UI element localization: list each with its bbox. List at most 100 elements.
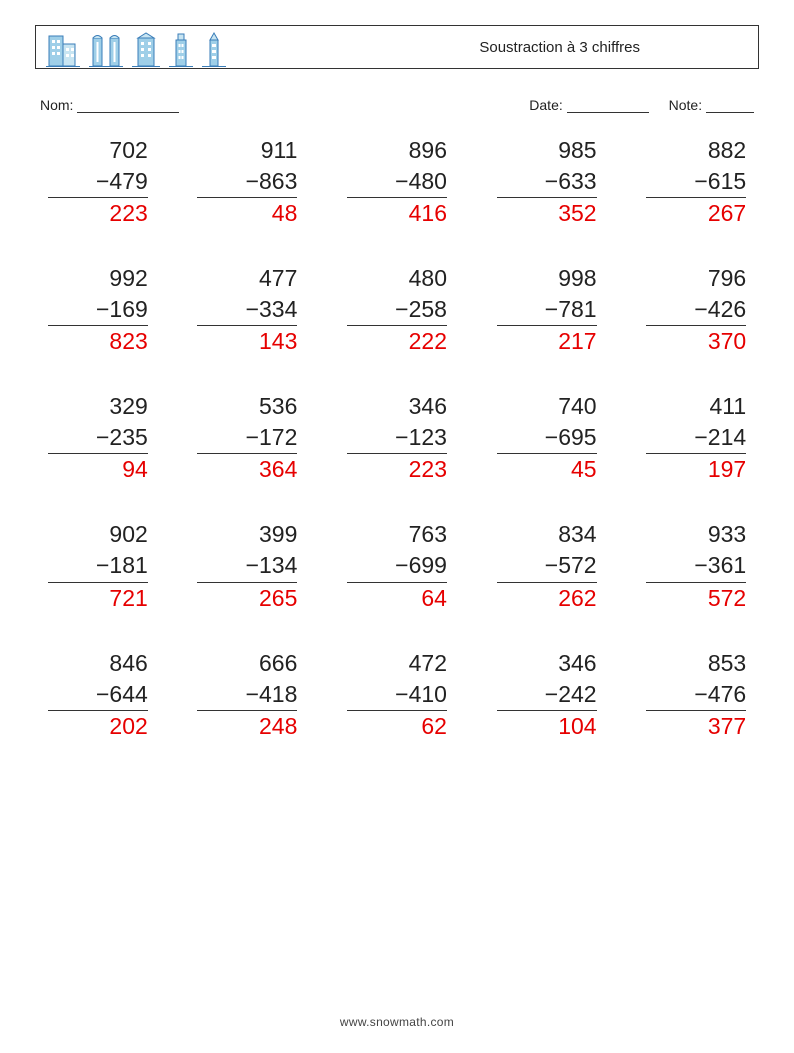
answer: 262 [497,583,597,614]
subtrahend: −695 [497,422,597,454]
subtrahend: −633 [497,166,597,198]
subtraction-problem: 472−41062 [347,648,447,742]
subtraction-problem: 998−781217 [497,263,597,357]
minuend: 666 [197,648,297,679]
subtrahend: −258 [347,294,447,326]
answer: 416 [347,198,447,229]
worksheet-title: Soustraction à 3 chiffres [479,39,740,56]
building-icon [202,32,226,68]
building-icons-row [46,26,226,68]
answer: 248 [197,711,297,742]
worksheet-page: Soustraction à 3 chiffres Nom: Date: Not… [0,0,794,1053]
subtraction-problem: 846−644202 [48,648,148,742]
answer: 143 [197,326,297,357]
subtrahend: −181 [48,550,148,582]
subtrahend: −863 [197,166,297,198]
subtraction-problem: 399−134265 [197,519,297,613]
subtraction-problem: 536−172364 [197,391,297,485]
footer-url: www.snowmath.com [0,1015,794,1029]
minuend: 472 [347,648,447,679]
subtraction-problem: 702−479223 [48,135,148,229]
answer: 45 [497,454,597,485]
note-blank-line [706,98,754,113]
subtrahend: −123 [347,422,447,454]
answer: 197 [646,454,746,485]
date-field: Date: [529,97,648,113]
minuend: 896 [347,135,447,166]
subtraction-problem: 853−476377 [646,648,746,742]
subtraction-problem: 666−418248 [197,648,297,742]
building-icon [89,32,123,68]
answer: 364 [197,454,297,485]
subtrahend: −172 [197,422,297,454]
subtraction-problem: 740−69545 [497,391,597,485]
date-label: Date: [529,97,562,113]
subtrahend: −418 [197,679,297,711]
subtrahend: −644 [48,679,148,711]
answer: 64 [347,583,447,614]
subtrahend: −242 [497,679,597,711]
subtrahend: −615 [646,166,746,198]
subtrahend: −134 [197,550,297,582]
minuend: 702 [48,135,148,166]
subtraction-problem: 985−633352 [497,135,597,229]
answer: 377 [646,711,746,742]
subtrahend: −480 [347,166,447,198]
minuend: 902 [48,519,148,550]
header-bar: Soustraction à 3 chiffres [35,25,759,69]
subtraction-problem: 346−242104 [497,648,597,742]
subtraction-problem: 911−86348 [197,135,297,229]
building-icon [132,32,160,68]
answer: 223 [347,454,447,485]
subtraction-problem: 992−169823 [48,263,148,357]
minuend: 399 [197,519,297,550]
minuend: 480 [347,263,447,294]
subtraction-problem: 896−480416 [347,135,447,229]
minuend: 796 [646,263,746,294]
subtraction-problem: 834−572262 [497,519,597,613]
answer: 62 [347,711,447,742]
answer: 104 [497,711,597,742]
minuend: 763 [347,519,447,550]
minuend: 834 [497,519,597,550]
subtrahend: −479 [48,166,148,198]
problems-grid: 702−479223911−86348896−480416985−6333528… [35,135,759,742]
minuend: 477 [197,263,297,294]
answer: 202 [48,711,148,742]
name-label: Nom: [40,97,73,113]
subtraction-problem: 796−426370 [646,263,746,357]
subtraction-problem: 902−181721 [48,519,148,613]
subtrahend: −334 [197,294,297,326]
subtraction-problem: 329−23594 [48,391,148,485]
name-blank-line [77,98,179,113]
answer: 265 [197,583,297,614]
minuend: 346 [347,391,447,422]
answer: 48 [197,198,297,229]
subtraction-problem: 480−258222 [347,263,447,357]
subtraction-problem: 933−361572 [646,519,746,613]
subtrahend: −781 [497,294,597,326]
subtrahend: −410 [347,679,447,711]
subtrahend: −476 [646,679,746,711]
minuend: 911 [197,135,297,166]
building-icon [169,32,193,68]
answer: 94 [48,454,148,485]
minuend: 985 [497,135,597,166]
answer: 352 [497,198,597,229]
subtrahend: −169 [48,294,148,326]
subtrahend: −361 [646,550,746,582]
minuend: 346 [497,648,597,679]
minuend: 998 [497,263,597,294]
answer: 721 [48,583,148,614]
subtrahend: −699 [347,550,447,582]
name-field: Nom: [40,97,179,113]
minuend: 329 [48,391,148,422]
subtrahend: −426 [646,294,746,326]
minuend: 740 [497,391,597,422]
minuend: 846 [48,648,148,679]
subtrahend: −214 [646,422,746,454]
answer: 572 [646,583,746,614]
minuend: 853 [646,648,746,679]
answer: 217 [497,326,597,357]
answer: 223 [48,198,148,229]
